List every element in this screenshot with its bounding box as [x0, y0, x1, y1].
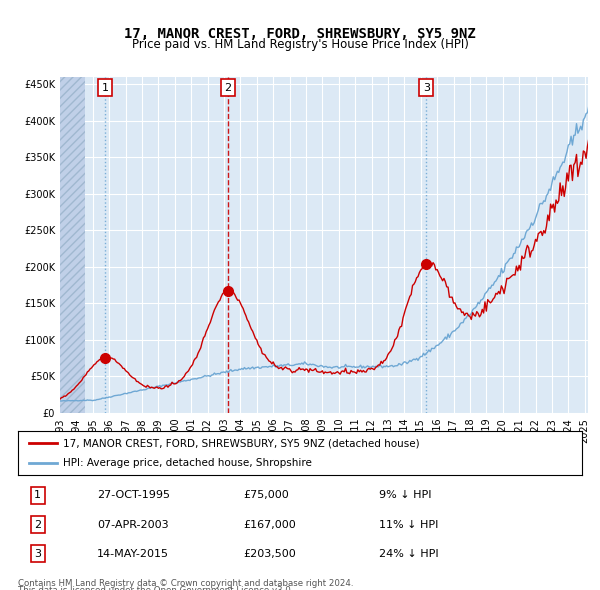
Text: 3: 3: [423, 83, 430, 93]
Text: This data is licensed under the Open Government Licence v3.0.: This data is licensed under the Open Gov…: [18, 586, 293, 590]
Text: 11% ↓ HPI: 11% ↓ HPI: [379, 520, 439, 530]
Text: £167,000: £167,000: [244, 520, 296, 530]
Text: 2: 2: [34, 520, 41, 530]
Text: £203,500: £203,500: [244, 549, 296, 559]
Bar: [60, 77, 85, 413]
Text: 07-APR-2003: 07-APR-2003: [97, 520, 169, 530]
Text: 17, MANOR CREST, FORD, SHREWSBURY, SY5 9NZ (detached house): 17, MANOR CREST, FORD, SHREWSBURY, SY5 9…: [63, 438, 420, 448]
Text: 1: 1: [34, 490, 41, 500]
Text: Contains HM Land Registry data © Crown copyright and database right 2024.: Contains HM Land Registry data © Crown c…: [18, 579, 353, 588]
Text: 17, MANOR CREST, FORD, SHREWSBURY, SY5 9NZ: 17, MANOR CREST, FORD, SHREWSBURY, SY5 9…: [124, 27, 476, 41]
Text: 9% ↓ HPI: 9% ↓ HPI: [379, 490, 431, 500]
Text: 14-MAY-2015: 14-MAY-2015: [97, 549, 169, 559]
Text: Price paid vs. HM Land Registry's House Price Index (HPI): Price paid vs. HM Land Registry's House …: [131, 38, 469, 51]
Text: 3: 3: [34, 549, 41, 559]
Text: 27-OCT-1995: 27-OCT-1995: [97, 490, 170, 500]
Text: £75,000: £75,000: [244, 490, 289, 500]
Text: 2: 2: [224, 83, 232, 93]
Text: 24% ↓ HPI: 24% ↓ HPI: [379, 549, 439, 559]
Text: 1: 1: [101, 83, 109, 93]
Text: HPI: Average price, detached house, Shropshire: HPI: Average price, detached house, Shro…: [63, 458, 312, 467]
